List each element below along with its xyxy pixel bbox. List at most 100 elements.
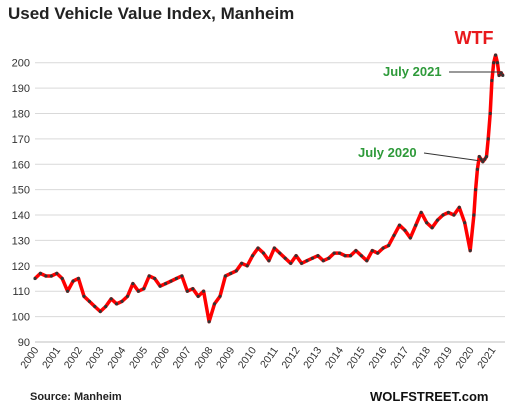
x-tick-2008: 2008	[192, 345, 215, 371]
brand-watermark: WOLFSTREET.com	[370, 389, 489, 404]
data-point-92	[492, 61, 496, 65]
data-point-87	[483, 157, 487, 161]
x-tick-labels: 2000200120022003200420052006200720082009…	[18, 345, 498, 371]
data-point-33	[212, 302, 217, 306]
grid-lines	[35, 62, 505, 343]
data-point-53	[321, 259, 325, 263]
y-tick-90: 90	[18, 337, 30, 349]
data-point-52	[316, 254, 320, 258]
x-tick-2017: 2017	[388, 345, 411, 371]
source-note: Source: Manheim	[30, 391, 122, 403]
x-tick-2014: 2014	[323, 345, 346, 371]
annotation-july-2021: July 2021	[383, 64, 442, 79]
data-point-90	[488, 111, 492, 116]
data-point-80	[468, 249, 472, 253]
data-point-31	[202, 289, 206, 293]
data-point-47	[289, 261, 293, 265]
y-tick-150: 150	[12, 185, 30, 197]
x-tick-2001: 2001	[40, 345, 63, 371]
data-point-77	[452, 213, 456, 217]
data-point-3	[49, 274, 53, 278]
data-point-4	[55, 271, 59, 275]
data-point-97	[501, 73, 505, 77]
data-point-95	[497, 73, 501, 77]
x-tick-2010: 2010	[236, 345, 259, 371]
data-point-65	[387, 243, 391, 248]
x-tick-2015: 2015	[345, 345, 368, 371]
data-point-59	[354, 249, 358, 253]
x-tick-2007: 2007	[171, 345, 194, 371]
data-point-76	[446, 210, 450, 215]
data-point-69	[408, 236, 412, 240]
y-tick-170: 170	[12, 134, 30, 146]
data-point-27	[180, 274, 184, 278]
data-point-81	[472, 213, 476, 217]
data-point-40	[251, 254, 255, 258]
data-point-51	[310, 256, 314, 260]
x-tick-2004: 2004	[105, 345, 128, 371]
data-point-5	[60, 276, 64, 281]
data-point-61	[365, 259, 369, 263]
data-point-67	[397, 223, 402, 227]
data-point-63	[376, 251, 380, 255]
data-point-28	[185, 289, 189, 293]
data-point-34	[218, 294, 222, 298]
data-point-11	[93, 304, 97, 309]
data-point-9	[82, 294, 86, 298]
data-point-79	[463, 221, 467, 225]
data-point-54	[327, 256, 331, 260]
x-tick-2002: 2002	[62, 345, 85, 371]
x-tick-2021: 2021	[475, 345, 498, 371]
data-point-10	[87, 299, 91, 303]
data-point-64	[381, 246, 385, 250]
data-point-29	[191, 287, 195, 291]
data-point-83	[475, 167, 479, 171]
data-point-78	[457, 205, 461, 209]
data-point-30	[196, 294, 200, 298]
y-tick-200: 200	[12, 58, 30, 70]
data-point-91	[490, 78, 494, 83]
x-tick-2006: 2006	[149, 345, 172, 371]
data-point-36	[229, 271, 233, 275]
data-point-50	[305, 259, 309, 263]
data-point-85	[479, 157, 483, 161]
data-point-49	[300, 261, 304, 265]
data-point-56	[338, 251, 342, 255]
data-point-88	[484, 155, 489, 159]
data-point-89	[486, 137, 490, 141]
data-point-37	[234, 269, 238, 273]
data-point-39	[245, 264, 249, 268]
data-point-42	[261, 251, 266, 255]
data-point-62	[370, 249, 374, 253]
data-point-12	[98, 309, 102, 314]
data-point-66	[392, 233, 396, 237]
data-point-16	[120, 299, 124, 303]
data-point-60	[359, 254, 363, 258]
annotation-july-2020: July 2020	[358, 145, 417, 160]
data-point-26	[174, 276, 178, 281]
y-tick-100: 100	[12, 312, 30, 324]
data-point-94	[495, 61, 499, 65]
data-point-72	[425, 221, 429, 225]
data-point-7	[71, 279, 75, 283]
y-tick-130: 130	[12, 235, 30, 247]
data-point-25	[169, 279, 173, 283]
series-group	[33, 53, 505, 324]
data-point-22	[153, 276, 157, 281]
data-point-68	[403, 228, 407, 232]
data-point-20	[142, 287, 146, 291]
data-point-55	[332, 251, 336, 255]
y-tick-160: 160	[12, 159, 30, 171]
x-tick-2013: 2013	[301, 345, 324, 371]
data-point-74	[435, 218, 440, 222]
data-point-93	[494, 53, 498, 57]
y-tick-labels: 90 100 110 120 130 140 150 160 170 180 190 200	[12, 58, 30, 349]
data-point-15	[115, 302, 119, 306]
data-point-38	[240, 261, 244, 265]
x-tick-2016: 2016	[366, 345, 389, 371]
y-tick-180: 180	[12, 108, 30, 120]
data-point-58	[348, 254, 353, 258]
data-point-8	[76, 276, 81, 281]
data-point-43	[267, 259, 271, 263]
